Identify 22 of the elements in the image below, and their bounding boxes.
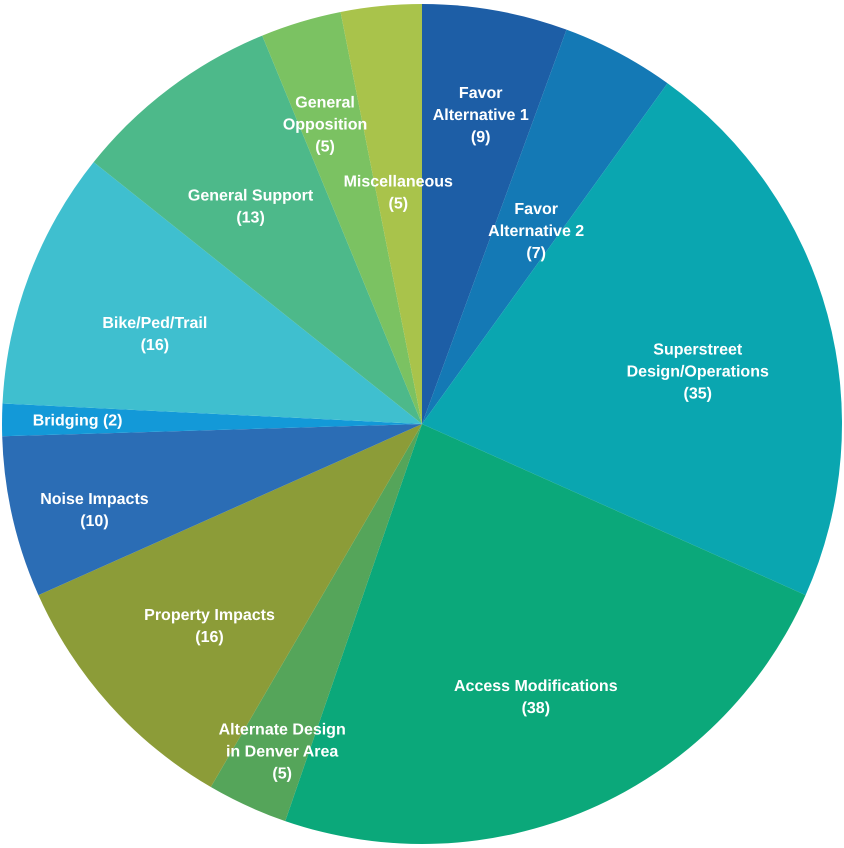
data-label: (13) xyxy=(236,210,265,227)
data-label: (5) xyxy=(315,138,335,156)
data-label: (38) xyxy=(522,700,550,717)
data-label: (35) xyxy=(684,386,712,403)
data-label: (5) xyxy=(388,196,408,213)
slice-label: Access Modifications xyxy=(454,678,618,695)
data-label: (10) xyxy=(80,512,109,530)
slice-label: Noise Impacts xyxy=(40,490,149,508)
slice-label: Bike/Ped/Trail xyxy=(102,315,208,332)
data-label: (16) xyxy=(140,337,170,354)
data-label: (7) xyxy=(526,244,546,262)
slice-label: Property Impacts xyxy=(144,606,275,624)
slice-label: Alternate Design in Denver Area xyxy=(218,722,346,761)
data-label: (5) xyxy=(272,766,292,783)
slice-label: Favor Alternative 2 xyxy=(488,200,584,240)
slice-label: Superstreet Design/Operations xyxy=(626,342,769,381)
slice-label: Bridging (2) xyxy=(32,412,122,430)
slice-label: General Support xyxy=(188,188,314,205)
data-label: (9) xyxy=(470,129,490,146)
data-label: (16) xyxy=(195,628,224,646)
slice-label: General Opposition xyxy=(282,94,368,134)
slice-label: Favor Alternative 1 xyxy=(432,85,529,124)
